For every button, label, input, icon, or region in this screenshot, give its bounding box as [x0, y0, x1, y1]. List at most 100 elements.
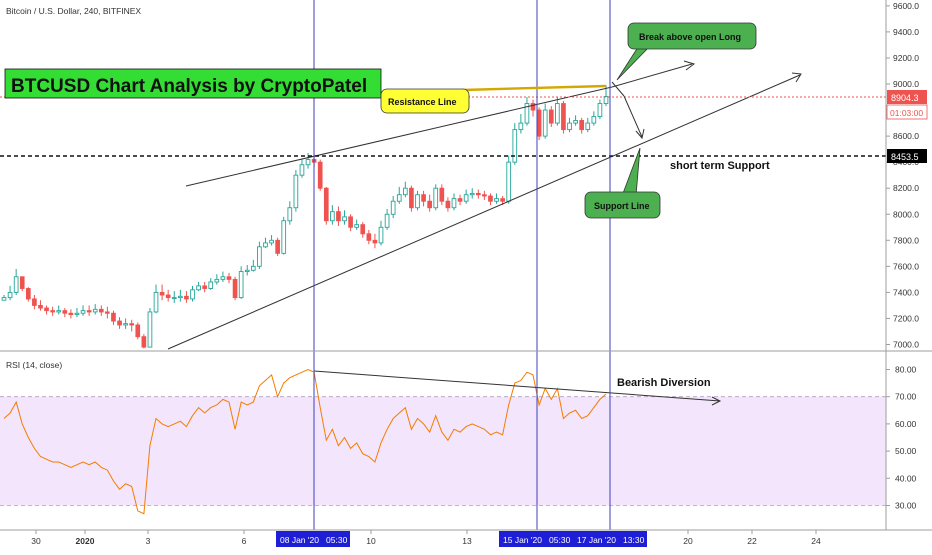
candle-body: [530, 103, 536, 111]
symbol-title: Bitcoin / U.S. Dollar, 240, BITFINEX: [6, 6, 141, 16]
candle-body: [165, 294, 171, 299]
price-tick-label: 8200.0: [893, 183, 919, 193]
candle-body: [475, 192, 481, 196]
candle-body: [317, 161, 323, 189]
candle-body: [86, 310, 92, 313]
candle-body: [567, 122, 572, 131]
candle-body: [396, 194, 402, 202]
candle-body: [415, 194, 420, 209]
rsi-series: [3, 368, 607, 515]
price-tick-label: 7800.0: [893, 235, 919, 245]
candle-body: [269, 239, 274, 244]
candle-body: [573, 120, 578, 124]
candle-body: [238, 271, 244, 299]
candle-body: [117, 320, 122, 326]
candle: [86, 305, 92, 316]
candle-body: [281, 220, 287, 254]
rsi-tick-label: 80.00: [895, 365, 917, 375]
candle: [482, 190, 487, 200]
candle: [433, 184, 439, 211]
price-tick-label: 7000.0: [893, 340, 919, 350]
candle: [135, 322, 141, 340]
candle: [409, 185, 414, 212]
candle: [1, 295, 7, 301]
candle-body: [159, 291, 165, 296]
candle-body: [372, 239, 378, 244]
candle-body: [50, 310, 55, 313]
candle: [117, 317, 122, 329]
candle-body: [38, 304, 43, 309]
candle: [415, 190, 420, 211]
price-tick-label: 9600.0: [893, 1, 919, 11]
candle-body: [299, 164, 305, 176]
candle-body: [555, 103, 560, 124]
rsi-tick-labels: 30.00 40.00 50.00 60.00 70.00 80.00: [886, 365, 917, 511]
candle: [153, 284, 159, 314]
countdown-text: 01:03:00: [890, 108, 923, 118]
last-price-text: 8904.3: [891, 93, 919, 103]
support-arrowhead: [791, 72, 802, 83]
candle: [220, 271, 226, 282]
candle-body: [196, 285, 201, 291]
support-price-tag: 8453.5: [887, 149, 927, 163]
candle-body: [451, 198, 457, 209]
candle: [159, 284, 165, 301]
candle: [524, 97, 530, 126]
candle: [38, 300, 43, 311]
rsi-tick-label: 70.00: [895, 392, 917, 402]
candle: [390, 196, 396, 219]
candle: [44, 305, 49, 315]
candle-body: [579, 120, 585, 131]
candle-body: [402, 187, 408, 196]
candle-body: [232, 278, 238, 299]
projection-down-arrow: [623, 95, 643, 138]
resistance-callout: Resistance Line: [380, 84, 607, 114]
candle-body: [561, 103, 566, 131]
candle-body: [44, 307, 49, 312]
candle: [147, 308, 153, 348]
candle-body: [80, 310, 86, 314]
time-tick-label: 20: [683, 536, 693, 546]
price-tick-label: 9000.0: [893, 79, 919, 89]
axes: [0, 0, 932, 531]
price-tick-label: 8600.0: [893, 131, 919, 141]
candle: [488, 193, 493, 206]
candle-body: [366, 233, 372, 241]
rsi-tick-label: 60.00: [895, 419, 917, 429]
price-tick-label: 7600.0: [893, 261, 919, 271]
candle: [372, 233, 378, 249]
candle-body: [378, 226, 384, 244]
rsi-band: [0, 396, 886, 506]
candle: [238, 266, 244, 299]
candle: [427, 194, 432, 212]
candle: [13, 268, 19, 296]
candle-body: [226, 276, 232, 280]
candle-body: [409, 187, 414, 209]
candle: [421, 190, 426, 207]
candle-body: [494, 198, 499, 202]
candle-body: [597, 103, 603, 118]
candle-body: [123, 323, 128, 326]
candle: [7, 285, 13, 301]
rsi-tick-label: 50.00: [895, 446, 917, 456]
candle: [512, 123, 518, 165]
candle: [445, 197, 451, 212]
candle: [171, 291, 177, 303]
candle-body: [244, 269, 250, 273]
candle: [518, 113, 524, 134]
candle-body: [208, 281, 214, 289]
resistance-extension-arrow: [611, 63, 693, 88]
candle: [19, 276, 25, 292]
candle: [184, 291, 189, 303]
candle: [463, 189, 469, 204]
candle-body: [305, 159, 311, 166]
candle: [348, 214, 353, 232]
candle: [141, 334, 147, 349]
candle-body: [287, 207, 293, 222]
candle-body: [19, 276, 25, 289]
break-callout: Break above open Long: [616, 22, 757, 81]
candle: [92, 304, 98, 315]
candle-body: [56, 310, 62, 313]
